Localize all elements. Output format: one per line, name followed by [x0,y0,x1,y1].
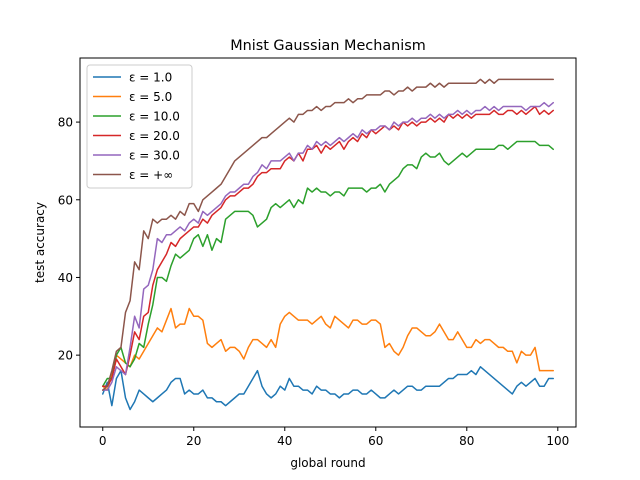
x-tick-label: 40 [277,434,292,448]
legend-label-6: ε = +∞ [129,168,173,182]
x-axis-label: global round [290,456,365,470]
chart-title: Mnist Gaussian Mechanism [230,38,426,54]
x-axis-ticks: 0 20 40 60 80 100 [99,427,569,448]
y-axis-label: test accuracy [33,202,47,283]
legend-label-2: ε = 5.0 [129,90,172,104]
y-tick-label: 80 [58,116,73,130]
legend: ε = 1.0 ε = 5.0 ε = 10.0 ε = 20.0 ε = 30.0 ε … [86,64,193,189]
y-tick-label: 20 [58,349,73,363]
y-axis-ticks: 20 40 60 80 [58,116,80,363]
series-line-3 [102,140,554,387]
x-tick-label: 20 [186,434,201,448]
x-tick-label: 0 [99,434,107,448]
legend-label-4: ε = 20.0 [129,129,180,143]
series-line-5 [102,101,554,391]
series-line-2 [102,307,554,391]
y-tick-label: 60 [58,193,73,207]
x-tick-label: 80 [459,434,474,448]
legend-label-3: ε = 10.0 [129,110,180,124]
series-line-1 [102,366,554,411]
legend-label-5: ε = 30.0 [129,149,180,163]
y-tick-label: 40 [58,271,73,285]
plot-frame [79,57,577,428]
series-line-6 [102,78,554,391]
legend-label-1: ε = 1.0 [129,71,172,85]
x-tick-label: 60 [368,434,383,448]
series-layer [102,78,554,411]
x-tick-label: 100 [546,434,569,448]
series-line-4 [102,105,554,387]
